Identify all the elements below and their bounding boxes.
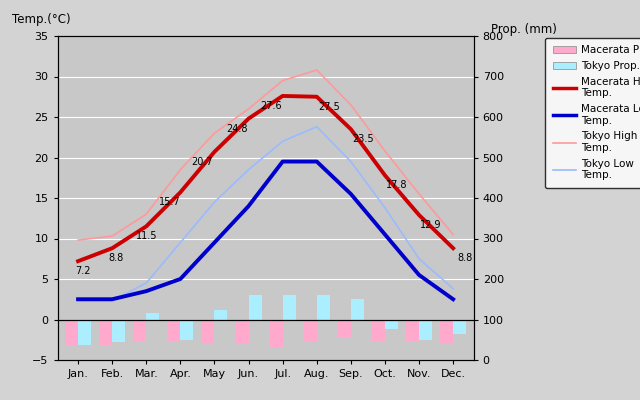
Bar (269, 320, 283, 348)
Bar (236, 320, 248, 344)
Bar (317, 295, 330, 320)
Text: 8.8: 8.8 (108, 253, 123, 263)
Text: 20.7: 20.7 (192, 157, 213, 167)
Y-axis label: Prop. (mm): Prop. (mm) (491, 23, 556, 36)
Legend: Macerata Prop., Tokyo Prop., Macerata High
Temp., Macerata Low
Temp., Tokyo High: Macerata Prop., Tokyo Prop., Macerata Hi… (545, 38, 640, 188)
Text: 17.8: 17.8 (386, 180, 408, 190)
Bar (338, 320, 351, 337)
Bar (133, 320, 147, 341)
Bar (283, 295, 296, 320)
Bar (147, 313, 159, 320)
Text: 15.7: 15.7 (159, 197, 181, 207)
Bar (440, 320, 453, 344)
Text: 12.9: 12.9 (420, 220, 442, 230)
Bar (385, 320, 398, 329)
Text: 24.8: 24.8 (226, 124, 248, 134)
Bar (214, 310, 227, 320)
Text: 27.6: 27.6 (260, 101, 282, 111)
Bar (351, 299, 364, 320)
Text: 8.8: 8.8 (458, 253, 473, 263)
Y-axis label: Temp.(°C): Temp.(°C) (12, 13, 70, 26)
Text: 11.5: 11.5 (136, 231, 157, 241)
Text: 27.5: 27.5 (318, 102, 340, 112)
Bar (112, 320, 125, 342)
Bar (99, 320, 112, 346)
Text: 23.5: 23.5 (352, 134, 374, 144)
Bar (202, 320, 214, 344)
Bar (168, 320, 180, 341)
Bar (453, 320, 466, 334)
Text: 7.2: 7.2 (76, 266, 91, 276)
Bar (248, 295, 262, 320)
Bar (304, 320, 317, 342)
Bar (65, 320, 78, 346)
Bar (180, 320, 193, 340)
Bar (419, 320, 432, 340)
Bar (78, 320, 91, 346)
Bar (406, 320, 419, 341)
Bar (372, 320, 385, 342)
